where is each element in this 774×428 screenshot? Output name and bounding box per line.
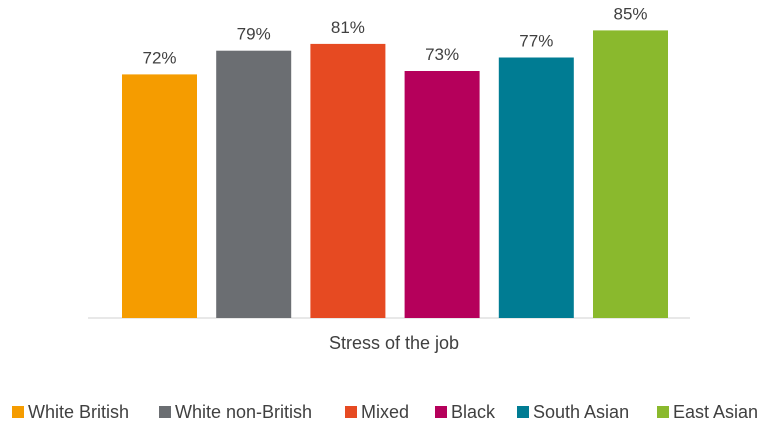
legend-label-south-asian: South Asian — [533, 402, 629, 422]
value-label-white-british: 72% — [142, 48, 176, 67]
value-label-south-asian: 77% — [519, 32, 553, 51]
bar-east-asian — [593, 30, 668, 319]
category-label: Stress of the job — [329, 333, 459, 353]
legend-item-mixed: Mixed — [345, 402, 409, 422]
legend-label-white-british: White British — [28, 402, 129, 422]
legend-swatch-white-non-british — [159, 406, 171, 418]
value-label-white-non-british: 79% — [237, 25, 271, 44]
legend-label-east-asian: East Asian — [673, 402, 758, 422]
legend-swatch-mixed — [345, 406, 357, 418]
legend-item-white-british: White British — [12, 402, 129, 422]
bar-white-british — [122, 74, 197, 319]
value-label-east-asian: 85% — [613, 4, 647, 23]
legend-item-black: Black — [435, 402, 496, 422]
bar-mixed — [310, 43, 386, 319]
bars-group — [122, 30, 668, 319]
legend-swatch-south-asian — [517, 406, 529, 418]
legend-label-black: Black — [451, 402, 496, 422]
legend-label-white-non-british: White non-British — [175, 402, 312, 422]
legend-swatch-east-asian — [657, 406, 669, 418]
value-label-mixed: 81% — [331, 18, 365, 37]
legend: White British White non-British Mixed Black… — [12, 402, 758, 422]
value-labels-group: 72% 79% 81% 73% 77% 85% — [142, 4, 647, 67]
value-label-black: 73% — [425, 45, 459, 64]
bar-black — [404, 71, 480, 318]
bar-white-non-british — [216, 50, 292, 318]
bar-south-asian — [498, 57, 574, 318]
legend-swatch-white-british — [12, 406, 24, 418]
legend-item-east-asian: East Asian — [657, 402, 758, 422]
legend-swatch-black — [435, 406, 447, 418]
legend-item-white-non-british: White non-British — [159, 402, 312, 422]
legend-item-south-asian: South Asian — [517, 402, 629, 422]
legend-label-mixed: Mixed — [361, 402, 409, 422]
